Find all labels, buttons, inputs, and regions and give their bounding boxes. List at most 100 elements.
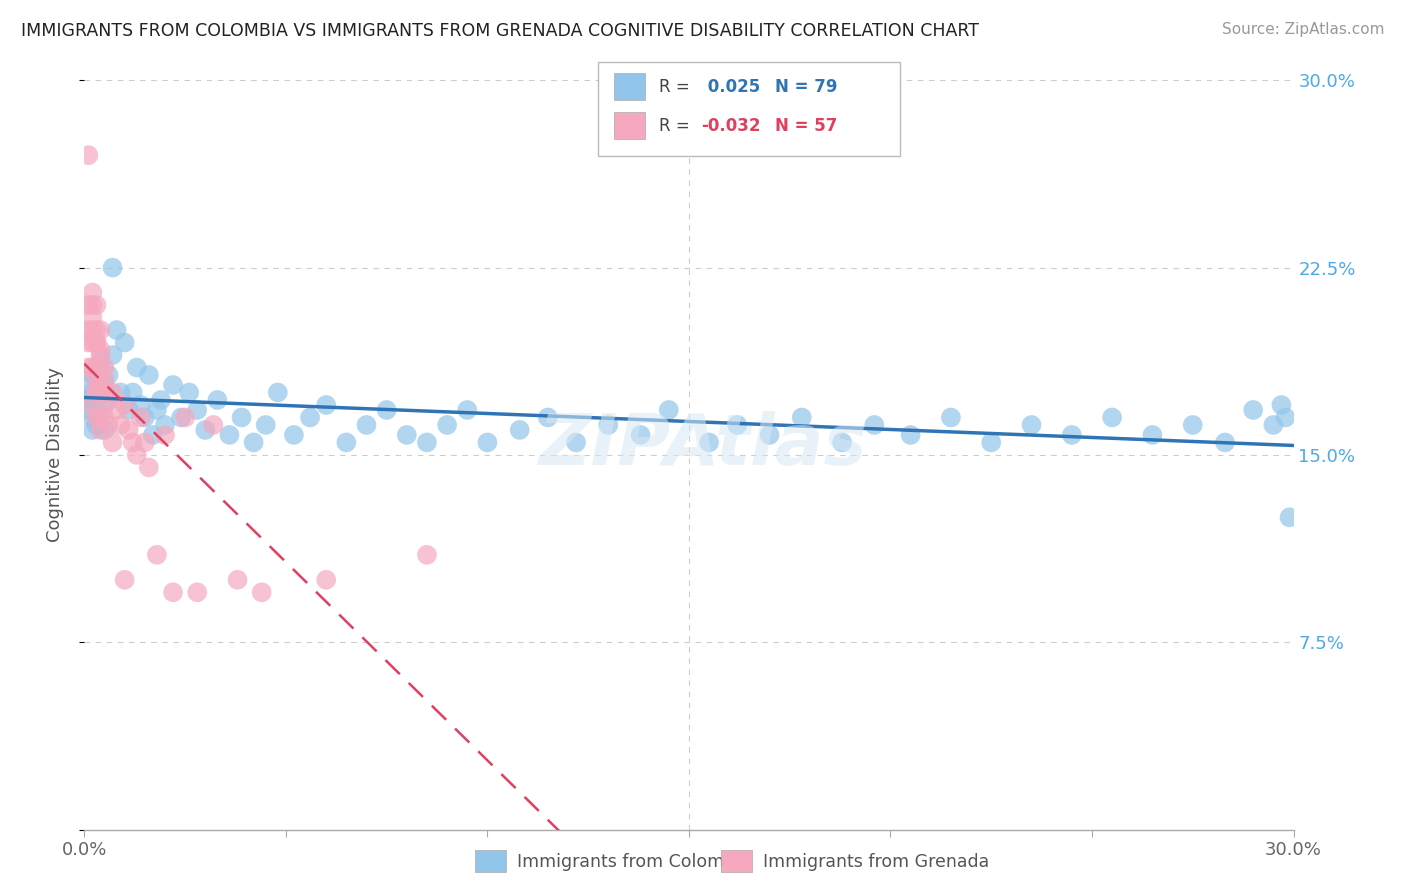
Point: [146, 548, 169, 562]
Point: [89, 423, 111, 437]
Point: [436, 417, 458, 432]
Point: [105, 323, 128, 337]
Point: [86, 335, 108, 350]
Point: [179, 385, 201, 400]
Point: [110, 385, 132, 400]
Point: [395, 428, 418, 442]
Point: [77, 403, 100, 417]
Point: [93, 378, 115, 392]
Text: ZIPAtlas: ZIPAtlas: [538, 411, 868, 481]
Text: N = 79: N = 79: [775, 78, 837, 95]
Point: [82, 423, 104, 437]
Point: [335, 435, 357, 450]
Point: [86, 360, 108, 375]
Point: [77, 360, 100, 375]
Point: [226, 573, 249, 587]
Point: [105, 403, 128, 417]
Point: [174, 410, 197, 425]
Point: [82, 368, 104, 382]
Point: [1278, 510, 1301, 524]
Point: [110, 417, 132, 432]
Point: [86, 323, 108, 337]
Point: [267, 385, 290, 400]
Point: [89, 410, 111, 425]
Point: [82, 323, 104, 337]
Point: [254, 417, 277, 432]
Point: [77, 323, 100, 337]
Point: [129, 410, 152, 425]
Point: [630, 428, 652, 442]
Point: [186, 403, 208, 417]
Text: R =: R =: [659, 117, 696, 135]
Point: [82, 310, 104, 325]
Point: [89, 378, 111, 392]
Point: [93, 423, 115, 437]
Point: [82, 298, 104, 312]
Point: [77, 392, 100, 407]
Point: [118, 423, 141, 437]
Point: [315, 398, 337, 412]
Point: [77, 148, 100, 162]
Text: Source: ZipAtlas.com: Source: ZipAtlas.com: [1222, 22, 1385, 37]
Point: [202, 417, 225, 432]
Point: [93, 373, 115, 387]
Text: IMMIGRANTS FROM COLOMBIA VS IMMIGRANTS FROM GRENADA COGNITIVE DISABILITY CORRELA: IMMIGRANTS FROM COLOMBIA VS IMMIGRANTS F…: [21, 22, 979, 40]
Text: Immigrants from Colombia: Immigrants from Colombia: [517, 853, 751, 871]
Point: [1142, 428, 1164, 442]
Point: [93, 360, 115, 375]
Point: [509, 423, 531, 437]
Point: [77, 335, 100, 350]
Point: [86, 410, 108, 425]
Point: [86, 385, 108, 400]
Point: [194, 423, 217, 437]
Point: [97, 392, 120, 407]
Point: [186, 585, 208, 599]
Point: [77, 298, 100, 312]
Point: [82, 398, 104, 412]
Point: [831, 435, 853, 450]
Text: -0.032: -0.032: [702, 117, 761, 135]
Point: [153, 417, 176, 432]
Point: [250, 585, 273, 599]
Point: [118, 403, 141, 417]
Point: [456, 403, 478, 417]
Point: [416, 548, 439, 562]
Point: [162, 378, 184, 392]
Point: [146, 403, 169, 417]
Text: 0.025: 0.025: [702, 78, 759, 95]
Point: [86, 360, 108, 375]
Y-axis label: Cognitive Disability: Cognitive Disability: [45, 368, 63, 542]
Point: [598, 417, 620, 432]
Point: [89, 348, 111, 362]
Point: [900, 428, 922, 442]
Point: [142, 428, 165, 442]
Point: [537, 410, 560, 425]
Point: [242, 435, 264, 450]
Point: [121, 435, 143, 450]
Point: [207, 392, 229, 407]
Point: [89, 385, 111, 400]
Point: [82, 285, 104, 300]
Point: [129, 398, 152, 412]
Point: [101, 435, 124, 450]
Point: [93, 410, 115, 425]
Point: [790, 410, 813, 425]
Point: [162, 585, 184, 599]
Point: [89, 353, 111, 368]
Point: [697, 435, 720, 450]
Point: [93, 385, 115, 400]
Point: [82, 335, 104, 350]
Point: [138, 460, 160, 475]
Point: [86, 385, 108, 400]
Point: [1021, 417, 1043, 432]
Point: [89, 385, 111, 400]
Point: [86, 335, 108, 350]
Point: [299, 410, 322, 425]
Point: [121, 385, 143, 400]
Point: [89, 360, 111, 375]
Point: [134, 435, 156, 450]
Point: [101, 385, 124, 400]
Text: Immigrants from Grenada: Immigrants from Grenada: [763, 853, 990, 871]
Text: N = 57: N = 57: [775, 117, 837, 135]
Point: [416, 435, 439, 450]
